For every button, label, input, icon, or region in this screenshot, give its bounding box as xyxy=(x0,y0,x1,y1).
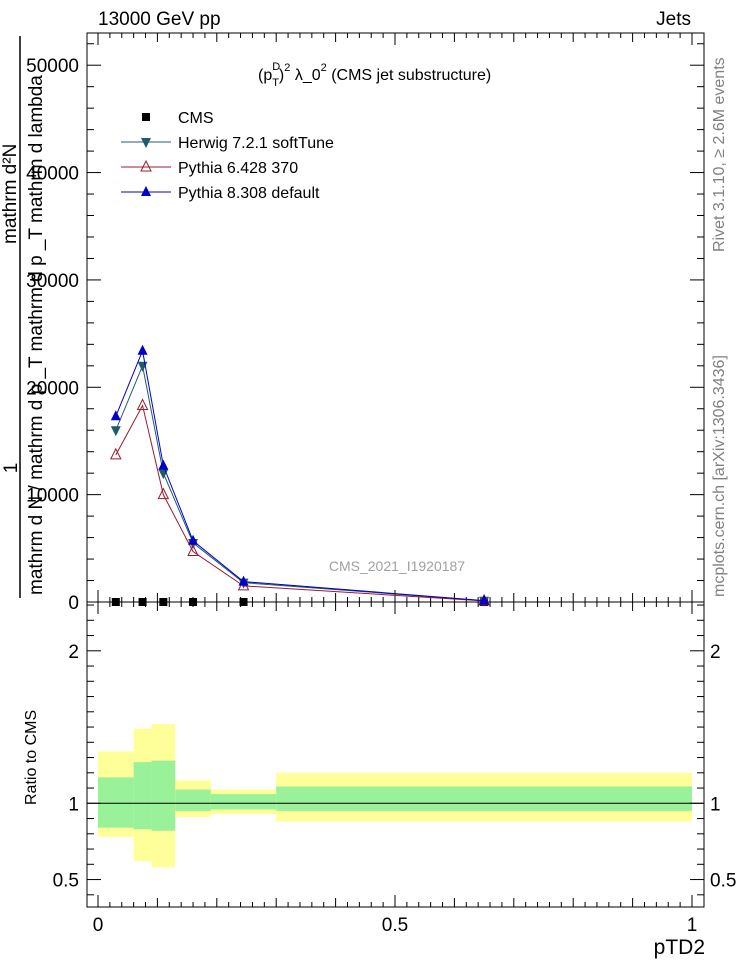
x-axis-label: pTD2 xyxy=(654,936,705,959)
ratio-band-inner-3 xyxy=(175,789,211,811)
data-series xyxy=(110,344,490,607)
header-category-label: Jets xyxy=(656,9,691,30)
data-point-0-3 xyxy=(189,598,198,606)
ratio-tick-label: 2 xyxy=(68,642,79,663)
ratio-uncertainty-bands xyxy=(87,724,704,868)
x-tick-label: 0 xyxy=(93,915,104,936)
data-point-0-1 xyxy=(138,598,147,606)
data-point-3-0 xyxy=(110,410,121,421)
data-point-3-2 xyxy=(158,459,169,470)
ratio-band-inner-1 xyxy=(133,762,152,830)
y-tick-label: 50000 xyxy=(26,56,79,77)
y-tick-label: 20000 xyxy=(26,378,79,399)
data-point-0-2 xyxy=(159,598,168,606)
data-point-2-0 xyxy=(110,447,122,460)
y-tick-label: 30000 xyxy=(26,271,79,292)
data-point-3-1 xyxy=(137,344,148,355)
legend-label-2: Pythia 6.428 370 xyxy=(178,160,298,177)
rivet-label: Rivet 3.1.10, ≥ 2.6M events xyxy=(711,57,728,252)
svg-text:mathrm d²N: mathrm d²N xyxy=(0,144,21,244)
legend-marker-1 xyxy=(141,138,151,148)
ratio-tick-label-right: 1 xyxy=(710,794,721,815)
ratio-band-inner-2 xyxy=(151,760,176,831)
ratio-band-inner-0 xyxy=(98,777,134,828)
legend-marker-0 xyxy=(142,113,150,121)
data-point-0-0 xyxy=(111,598,120,606)
x-tick-label: 0.5 xyxy=(382,915,408,936)
data-point-0-4 xyxy=(239,598,248,606)
y-tick-label: 10000 xyxy=(26,486,79,507)
ratio-tick-label: 0.5 xyxy=(53,871,79,892)
x-tick-label: 1 xyxy=(687,915,698,936)
y-axis-ticks: 0 10000 20000 30000 40000 50000 xyxy=(26,43,704,614)
data-point-2-2 xyxy=(157,487,170,500)
ratio-tick-label-right: 2 xyxy=(710,642,721,663)
ratio-band-inner-5 xyxy=(276,786,692,811)
header-process-label: 13000 GeV pp xyxy=(98,9,221,30)
y-tick-label: 40000 xyxy=(26,164,79,185)
y-axis-label: 1 mathrm d N / mathrm d p _T mathrm d p … xyxy=(0,36,47,598)
mcplots-label: mcplots.cern.ch [arXiv:1306.3436] xyxy=(711,355,728,597)
ratio-tick-label: 1 xyxy=(68,794,79,815)
series-line-3 xyxy=(115,349,485,602)
ratio-axis-ticks: 0.5 0.5 1 1 2 2 xyxy=(53,604,736,896)
legend-label-0: CMS xyxy=(178,110,214,127)
series-line-2 xyxy=(115,404,485,602)
ratio-tick-label-right: 0.5 xyxy=(710,871,736,892)
legend: CMS Herwig 7.2.1 softTune Pythia 6.428 370… xyxy=(121,110,334,202)
y-tick-label: 0 xyxy=(68,593,79,614)
svg-text:mathrm d N / mathrm d p _T mat: mathrm d N / mathrm d p _T mathrm d p _T… xyxy=(26,75,47,595)
ratio-plot-area xyxy=(86,601,705,908)
data-point-2-1 xyxy=(136,398,149,411)
svg-text:1: 1 xyxy=(1,463,22,474)
data-point-3-5 xyxy=(479,594,490,605)
series-line-1 xyxy=(115,364,485,602)
data-point-1-0 xyxy=(110,426,121,437)
data-point-2-3 xyxy=(187,544,199,557)
legend-marker-3 xyxy=(141,186,151,196)
ratio-y-axis-label: Ratio to CMS xyxy=(23,710,40,805)
legend-label-1: Herwig 7.2.1 softTune xyxy=(178,135,334,152)
svg-text:(pDT)2 λ_02 (CMS jet substruct: (pD T)2 λ_02 (CMS jet substructure) xyxy=(258,61,491,89)
legend-marker-2 xyxy=(140,159,152,172)
legend-label-3: Pythia 8.308 default xyxy=(178,185,320,202)
data-point-3-4 xyxy=(238,575,249,586)
x-axis-ticks: 0 0.5 1 xyxy=(93,33,698,936)
ratio-band-inner-4 xyxy=(210,794,277,810)
plot-title: (pD T)2 λ_02 (CMS jet substructure) xyxy=(258,61,491,89)
data-point-3-3 xyxy=(188,534,199,545)
analysis-watermark: CMS_2021_I1920187 xyxy=(329,558,465,574)
